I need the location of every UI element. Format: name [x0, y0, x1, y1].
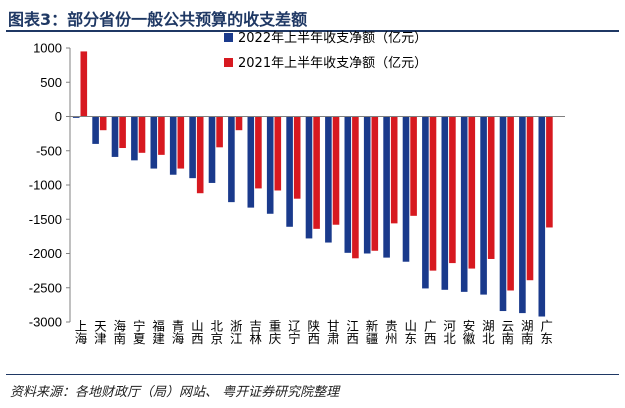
bar-2022-11 [286, 116, 293, 227]
bar-2021-13 [332, 116, 340, 225]
y-tick-label: -1000 [29, 178, 62, 193]
legend-swatch-2022 [224, 33, 233, 42]
bar-2021-11 [293, 116, 301, 199]
category-label: 江西 [344, 320, 359, 345]
y-tick-label: -1500 [29, 212, 62, 227]
category-label: 浙江 [228, 319, 243, 345]
bar-2022-18 [422, 116, 429, 289]
bar-2022-7 [208, 116, 216, 183]
category-label: 广东 [538, 320, 553, 345]
category-label: 吉林 [247, 320, 262, 345]
bar-2021-22 [507, 116, 514, 291]
bar-2021-16 [390, 116, 398, 224]
category-label: 上海 [73, 320, 88, 345]
category-label: 海南 [111, 319, 126, 345]
y-tick-label: 1000 [33, 41, 62, 56]
category-label: 湖北 [480, 319, 495, 346]
bar-2021-19 [449, 116, 456, 264]
bar-2021-6 [196, 116, 204, 194]
bar-2022-19 [441, 116, 449, 290]
bar-2021-21 [487, 116, 495, 259]
category-label: 广西 [422, 320, 437, 345]
bar-2021-8 [235, 116, 243, 131]
category-label: 重庆 [267, 319, 282, 345]
y-tick-label: 500 [40, 75, 62, 90]
title-divider [6, 30, 619, 32]
bar-2021-1 [99, 116, 107, 131]
bar-2021-18 [429, 116, 437, 271]
y-tick-label: -500 [36, 143, 62, 158]
bar-2022-5 [169, 116, 177, 175]
category-label: 青海 [170, 320, 185, 345]
bar-2021-20 [468, 116, 476, 269]
bar-2022-17 [402, 116, 410, 262]
bar-2021-15 [371, 116, 379, 251]
category-label: 山东 [402, 320, 417, 345]
bar-2021-2 [119, 116, 126, 149]
bar-2022-12 [305, 116, 313, 239]
y-tick-label: -2000 [29, 246, 62, 261]
bar-2022-10 [266, 116, 274, 214]
category-label: 天津 [92, 320, 107, 345]
category-label: 山西 [189, 320, 204, 345]
bar-2022-6 [189, 116, 196, 179]
category-label: 湖南 [519, 319, 534, 345]
bar-2022-22 [499, 116, 507, 312]
legend-label: 2021年上半年收支净额（亿元） [238, 56, 427, 71]
bar-2022-8 [228, 116, 235, 203]
bar-2022-23 [519, 116, 526, 314]
y-tick-label: -3000 [29, 315, 62, 330]
bar-2022-13 [325, 116, 332, 243]
bar-2022-4 [150, 116, 158, 169]
bar-2022-21 [480, 116, 487, 295]
bar-2021-7 [216, 116, 223, 148]
bar-2022-15 [363, 116, 371, 254]
bar-2021-0 [80, 51, 88, 117]
source-note: 资料来源：各地财政厅（局）网站、 粤开证券研究院整理 [10, 385, 340, 400]
bar-2021-24 [546, 116, 553, 228]
bar-2022-1 [92, 116, 99, 144]
y-tick-label: -2500 [29, 280, 62, 295]
bar-2022-14 [344, 116, 352, 253]
category-label: 甘肃 [325, 320, 340, 346]
bar-2022-0 [72, 116, 80, 118]
category-label: 福建 [150, 319, 165, 346]
bar-2021-4 [158, 116, 165, 155]
bar-2022-3 [131, 116, 138, 161]
bar-2022-16 [383, 116, 390, 258]
category-label: 贵州 [383, 320, 398, 345]
bar-2021-5 [177, 116, 185, 169]
bar-2021-23 [526, 116, 534, 281]
bar-2021-10 [274, 116, 282, 191]
bar-2022-24 [538, 116, 546, 317]
bar-2022-20 [460, 116, 468, 292]
bar-2022-9 [247, 116, 255, 208]
category-label: 宁夏 [131, 319, 146, 345]
bar-2021-12 [313, 116, 320, 229]
chart-title: 图表3：部分省份一般公共预算的收支差额 [8, 10, 308, 29]
bar-2022-2 [111, 116, 119, 157]
bar-2021-17 [410, 116, 417, 216]
source-divider [6, 374, 619, 375]
y-tick-label: 0 [55, 109, 62, 124]
category-label: 陕西 [305, 319, 320, 345]
category-label: 新疆 [364, 319, 379, 345]
legend-label: 2022年上半年收支净额（亿元） [238, 31, 427, 46]
category-label: 河北 [441, 320, 456, 346]
bar-2021-14 [352, 116, 359, 259]
category-label: 辽宁 [286, 320, 301, 345]
bar-2021-9 [255, 116, 262, 189]
category-label: 安徽 [461, 319, 476, 345]
category-label: 云南 [499, 320, 514, 345]
bar-2021-3 [138, 116, 146, 153]
legend-swatch-2021 [224, 58, 233, 67]
category-label: 北京 [208, 320, 223, 346]
